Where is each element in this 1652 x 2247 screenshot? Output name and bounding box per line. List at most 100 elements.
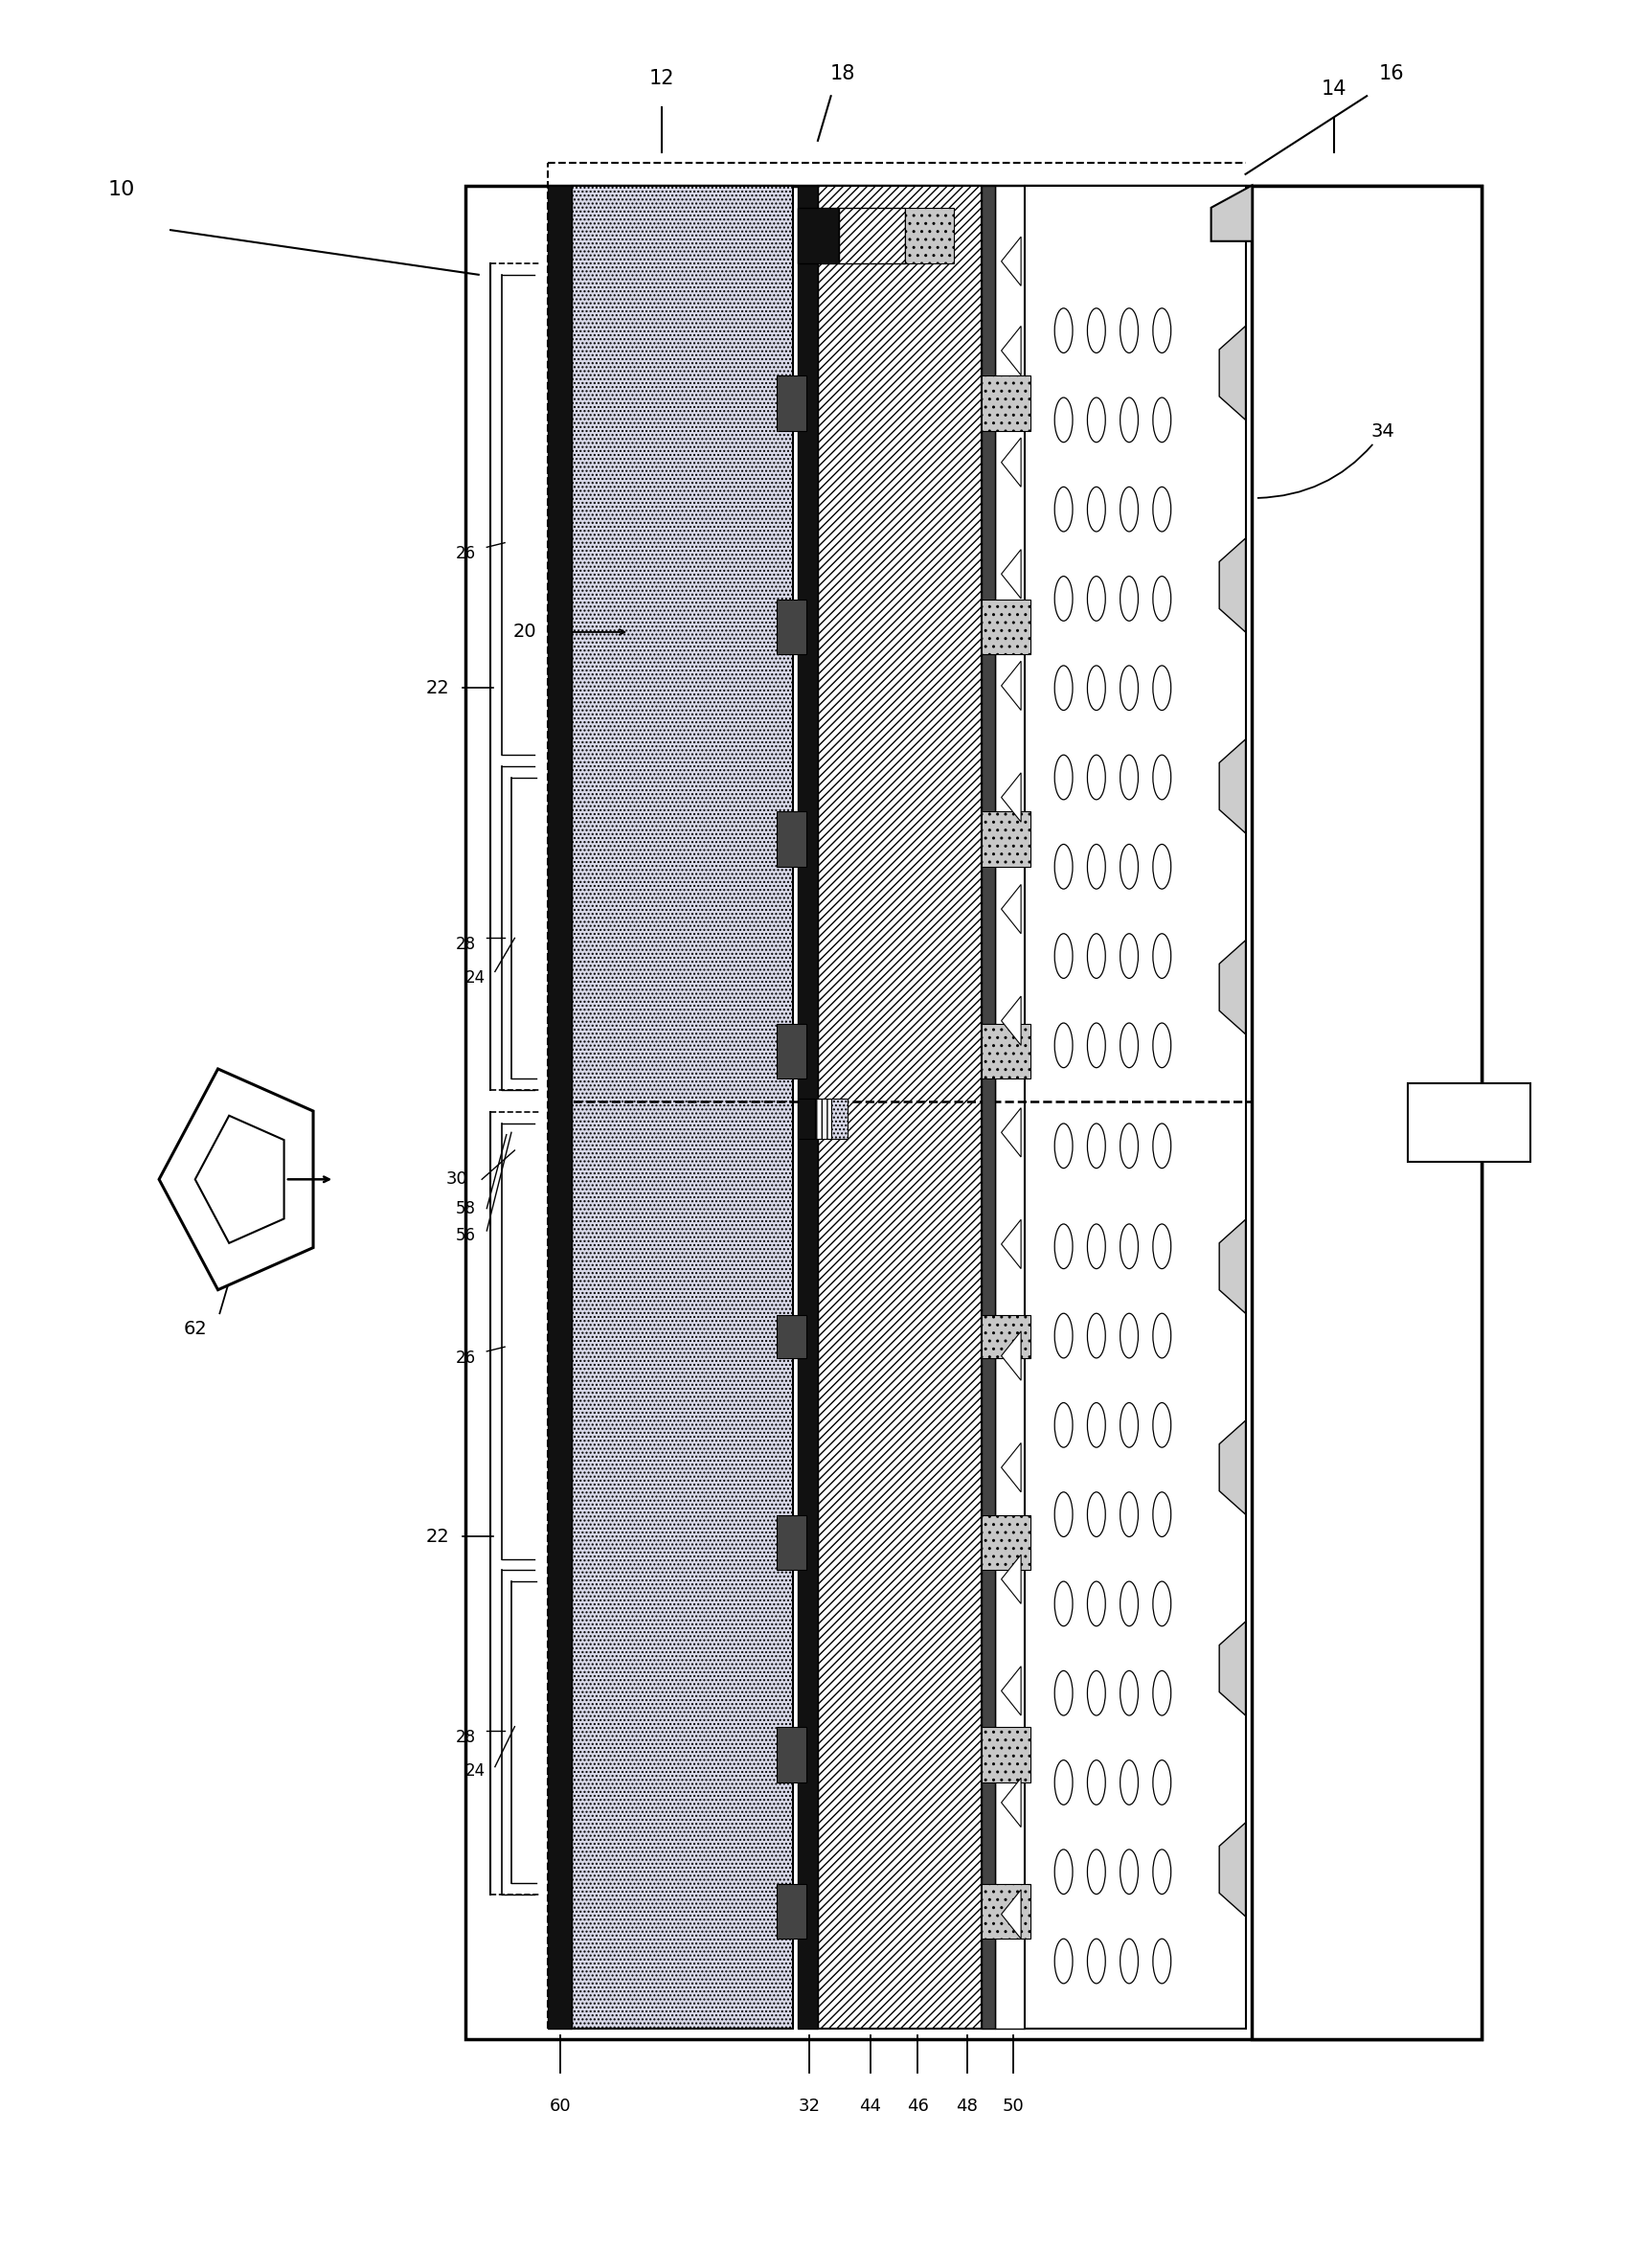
Polygon shape bbox=[1219, 939, 1246, 1034]
Ellipse shape bbox=[1153, 845, 1171, 890]
Ellipse shape bbox=[1054, 1312, 1072, 1357]
Ellipse shape bbox=[1087, 1402, 1105, 1447]
Ellipse shape bbox=[1153, 755, 1171, 800]
Ellipse shape bbox=[1087, 1939, 1105, 1984]
Ellipse shape bbox=[1153, 488, 1171, 533]
Text: 26: 26 bbox=[456, 1350, 476, 1366]
Ellipse shape bbox=[1054, 1672, 1072, 1714]
Ellipse shape bbox=[1153, 398, 1171, 443]
Ellipse shape bbox=[1087, 1849, 1105, 1894]
Polygon shape bbox=[1001, 236, 1021, 285]
Polygon shape bbox=[1001, 438, 1021, 488]
Ellipse shape bbox=[1054, 308, 1072, 353]
Polygon shape bbox=[1001, 1220, 1021, 1270]
Ellipse shape bbox=[1054, 575, 1072, 620]
Ellipse shape bbox=[1153, 1672, 1171, 1714]
Bar bbox=[839, 207, 905, 263]
Text: 62: 62 bbox=[183, 1319, 206, 1339]
Text: 48: 48 bbox=[957, 2099, 978, 2114]
Polygon shape bbox=[1001, 1108, 1021, 1157]
Ellipse shape bbox=[1153, 1759, 1171, 1804]
Ellipse shape bbox=[1120, 1849, 1138, 1894]
Ellipse shape bbox=[1120, 845, 1138, 890]
Ellipse shape bbox=[1120, 488, 1138, 533]
Text: 58: 58 bbox=[456, 1200, 476, 1218]
Ellipse shape bbox=[1120, 1672, 1138, 1714]
Bar bbox=[981, 184, 995, 2029]
Ellipse shape bbox=[1087, 1759, 1105, 1804]
Text: 22: 22 bbox=[426, 679, 449, 697]
Ellipse shape bbox=[1054, 398, 1072, 443]
Ellipse shape bbox=[1054, 1849, 1072, 1894]
Ellipse shape bbox=[1054, 1022, 1072, 1067]
Bar bbox=[981, 1883, 1031, 1939]
Ellipse shape bbox=[1153, 1124, 1171, 1168]
Ellipse shape bbox=[1054, 1124, 1072, 1168]
Ellipse shape bbox=[1120, 1492, 1138, 1537]
Bar bbox=[798, 1099, 814, 1139]
Ellipse shape bbox=[1153, 575, 1171, 620]
Polygon shape bbox=[1001, 551, 1021, 598]
Bar bbox=[776, 1025, 806, 1079]
Ellipse shape bbox=[1054, 665, 1072, 710]
Polygon shape bbox=[1219, 539, 1246, 631]
Ellipse shape bbox=[1120, 308, 1138, 353]
Ellipse shape bbox=[1054, 1492, 1072, 1537]
Ellipse shape bbox=[1087, 1225, 1105, 1270]
Ellipse shape bbox=[1153, 1022, 1171, 1067]
Bar bbox=[981, 1314, 1031, 1357]
Bar bbox=[776, 375, 806, 431]
Bar bbox=[776, 1514, 806, 1571]
Bar bbox=[981, 811, 1031, 867]
Ellipse shape bbox=[1120, 575, 1138, 620]
Ellipse shape bbox=[1087, 1672, 1105, 1714]
Polygon shape bbox=[1219, 326, 1246, 420]
Bar bbox=[818, 184, 981, 2029]
Polygon shape bbox=[1001, 326, 1021, 375]
Bar bbox=[547, 184, 572, 2029]
Bar bbox=[798, 184, 818, 2029]
Bar bbox=[905, 207, 953, 263]
Ellipse shape bbox=[1087, 1582, 1105, 1627]
Ellipse shape bbox=[1087, 755, 1105, 800]
Bar bbox=[995, 184, 1024, 2029]
Ellipse shape bbox=[1087, 575, 1105, 620]
Text: 22: 22 bbox=[426, 1528, 449, 1546]
Polygon shape bbox=[1219, 739, 1246, 834]
Ellipse shape bbox=[1087, 1124, 1105, 1168]
Text: 20: 20 bbox=[512, 622, 537, 640]
Ellipse shape bbox=[1054, 1939, 1072, 1984]
Text: 14: 14 bbox=[1322, 79, 1346, 99]
Polygon shape bbox=[1219, 1220, 1246, 1312]
Text: 34: 34 bbox=[1257, 422, 1394, 499]
Bar bbox=[776, 811, 806, 867]
Text: 图1: 图1 bbox=[1442, 1112, 1470, 1135]
Ellipse shape bbox=[1153, 1402, 1171, 1447]
Polygon shape bbox=[1001, 661, 1021, 710]
Ellipse shape bbox=[1087, 1492, 1105, 1537]
Polygon shape bbox=[1001, 885, 1021, 935]
Ellipse shape bbox=[1054, 755, 1072, 800]
Bar bbox=[1408, 1083, 1531, 1162]
Ellipse shape bbox=[1054, 488, 1072, 533]
Ellipse shape bbox=[1120, 1124, 1138, 1168]
Ellipse shape bbox=[1054, 935, 1072, 977]
Text: 56: 56 bbox=[456, 1227, 476, 1245]
Ellipse shape bbox=[1120, 1225, 1138, 1270]
Bar bbox=[1252, 184, 1482, 2040]
Ellipse shape bbox=[1054, 1759, 1072, 1804]
Polygon shape bbox=[1001, 1777, 1021, 1827]
Ellipse shape bbox=[1153, 1849, 1171, 1894]
Bar bbox=[776, 1883, 806, 1939]
Ellipse shape bbox=[1120, 1402, 1138, 1447]
Polygon shape bbox=[1001, 995, 1021, 1045]
Ellipse shape bbox=[1120, 398, 1138, 443]
Polygon shape bbox=[1001, 1890, 1021, 1939]
Bar bbox=[466, 184, 1482, 2040]
Bar bbox=[776, 600, 806, 654]
Polygon shape bbox=[1211, 184, 1252, 240]
Ellipse shape bbox=[1087, 665, 1105, 710]
Text: 26: 26 bbox=[456, 546, 476, 562]
Ellipse shape bbox=[1120, 1582, 1138, 1627]
Ellipse shape bbox=[1087, 935, 1105, 977]
